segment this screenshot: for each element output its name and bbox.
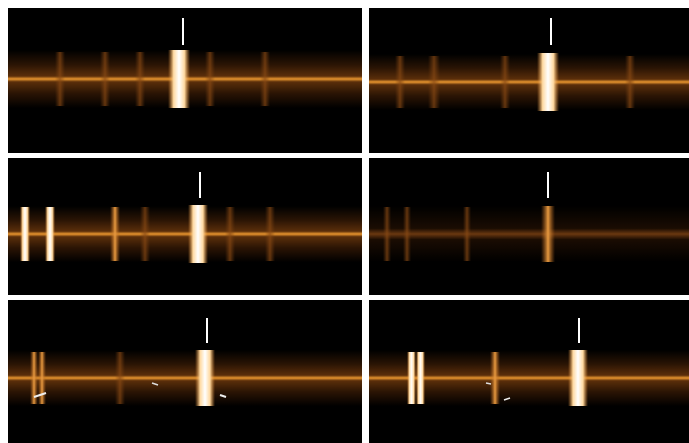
emission-line [110, 207, 120, 261]
marker [547, 172, 549, 198]
bright-line [541, 206, 555, 262]
emission-line [30, 352, 38, 404]
bright-line [537, 53, 559, 111]
emission-line [407, 352, 416, 404]
bright-line [568, 350, 588, 406]
bright-line [195, 350, 215, 406]
emission-line [490, 352, 500, 404]
cosmic-ray [219, 394, 227, 398]
emission-line [403, 207, 411, 261]
bright-line [188, 205, 208, 263]
marker [182, 18, 184, 45]
spectrum-band [8, 350, 362, 406]
emission-line [500, 56, 510, 108]
spectrum-panel [8, 300, 362, 443]
cosmic-ray [503, 397, 511, 401]
emission-line [383, 207, 391, 261]
emission-line [265, 207, 275, 261]
emission-line [625, 56, 635, 108]
emission-line [416, 352, 425, 404]
spectrum-band [369, 54, 689, 110]
emission-line [20, 207, 30, 261]
cosmic-ray [33, 392, 47, 398]
spectrum-panel [8, 158, 362, 295]
emission-line [55, 52, 65, 106]
emission-line [140, 207, 150, 261]
spectrum-panel [369, 8, 689, 153]
bright-line [168, 50, 190, 108]
cosmic-ray [151, 382, 159, 386]
spectrum-band [8, 206, 362, 262]
emission-line [115, 352, 125, 404]
spectrum-panel [369, 300, 689, 443]
emission-line [260, 52, 270, 106]
emission-line [135, 52, 145, 106]
marker [206, 318, 208, 343]
emission-line [45, 207, 55, 261]
emission-line [428, 56, 440, 108]
emission-line [225, 207, 235, 261]
cosmic-ray [485, 382, 492, 385]
marker [199, 172, 201, 198]
spectrum-panel [369, 158, 689, 295]
emission-line [38, 352, 46, 404]
spectrum-panel [8, 8, 362, 153]
emission-line [205, 52, 215, 106]
marker [550, 18, 552, 45]
marker [578, 318, 580, 343]
emission-line [463, 207, 471, 261]
emission-line [395, 56, 405, 108]
emission-line [100, 52, 110, 106]
spectrum-band [369, 206, 689, 262]
